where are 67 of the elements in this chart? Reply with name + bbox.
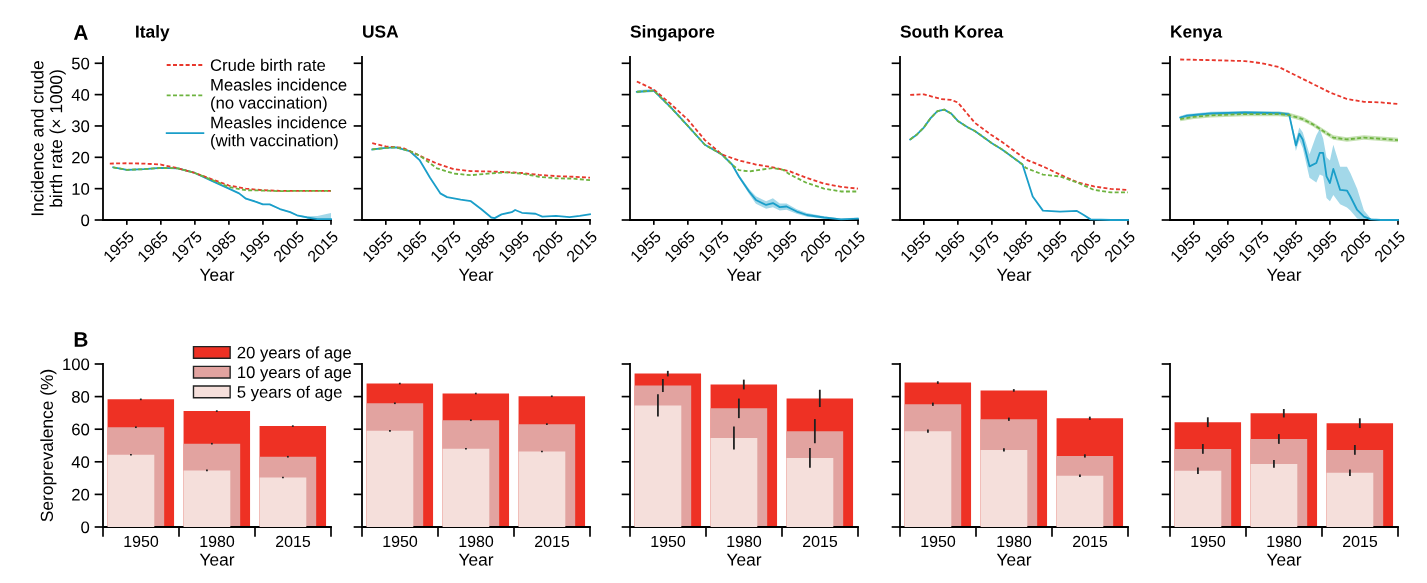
y-tick-label: 40 <box>71 89 90 101</box>
x-axis-title: Year <box>199 553 235 566</box>
x-tick-label: 2015 <box>276 535 311 548</box>
legend-label: 20 years of age <box>237 346 351 362</box>
chart-title: South Korea <box>900 24 1004 38</box>
x-axis-title: Year <box>458 553 494 566</box>
chart-title: Kenya <box>1171 25 1223 42</box>
bar <box>366 430 414 527</box>
chart-title: USA <box>363 25 399 38</box>
x-tick-label: 1980 <box>1267 535 1302 548</box>
x-axis-title: Year <box>199 268 235 281</box>
chart-title: Singapore <box>630 24 715 42</box>
x-axis-title: Year <box>726 268 762 281</box>
legend-label: Measles incidence (no vaccination) <box>211 78 347 112</box>
y-tick-label: 0 <box>81 521 90 534</box>
bar <box>1326 472 1374 527</box>
x-axis-title: Year <box>726 553 762 566</box>
y-tick-label: 80 <box>71 391 90 403</box>
chart-title: Italy <box>136 24 170 42</box>
y-tick-label: 10 <box>72 183 90 195</box>
bar <box>1174 470 1222 527</box>
bar <box>1250 463 1298 527</box>
x-axis-title: Year <box>1266 553 1302 566</box>
x-axis-title: Year <box>458 268 494 281</box>
bar <box>259 477 307 527</box>
bar <box>904 431 952 527</box>
x-tick-label: 2015 <box>1343 535 1378 548</box>
bar <box>442 448 490 527</box>
x-tick-label: 2015 <box>535 535 570 548</box>
y-tick-label: 20 <box>72 151 90 164</box>
x-tick-label: 1950 <box>651 535 686 548</box>
legend-label: 5 years of age <box>237 385 342 402</box>
y-tick-label: 60 <box>72 423 90 436</box>
bar <box>980 449 1028 527</box>
text: B <box>74 332 88 347</box>
y-tick-label: 50 <box>71 57 90 70</box>
legend-label: 10 years of age <box>238 365 351 382</box>
legend-label: Measles incidence (with vaccination) <box>211 116 347 150</box>
bar <box>518 451 566 527</box>
x-tick-label: 1980 <box>459 535 494 548</box>
x-tick-label: 1950 <box>1191 535 1226 548</box>
x-axis-title: Year <box>996 553 1032 566</box>
x-tick-label: 1980 <box>997 535 1032 548</box>
y-tick-label: 40 <box>71 456 90 468</box>
x-tick-label: 1980 <box>727 535 762 548</box>
y-tick-label: 0 <box>81 214 90 227</box>
bar <box>786 457 834 527</box>
x-tick-label: 1980 <box>200 535 235 548</box>
x-tick-label: 1950 <box>383 535 418 548</box>
y-axis-title: Incidence and crude birth rate (× 1000) <box>30 61 66 216</box>
y-tick-label: 20 <box>72 488 90 501</box>
bar <box>1056 475 1104 527</box>
bar <box>107 454 155 527</box>
x-tick-label: 2015 <box>803 535 838 548</box>
x-axis-title: Year <box>1266 268 1302 281</box>
y-tick-label: 100 <box>63 358 90 371</box>
bar <box>183 470 231 527</box>
bar <box>634 405 682 527</box>
bar <box>710 438 758 527</box>
y-tick-label: 30 <box>71 120 90 133</box>
x-tick-label: 1950 <box>124 535 159 548</box>
text: A <box>73 25 88 40</box>
legend-label: Crude birth rate <box>210 58 326 72</box>
y-axis-title: Seroprevalence (%) <box>40 369 57 522</box>
x-axis-title: Year <box>996 268 1032 281</box>
x-tick-label: 1950 <box>921 535 956 548</box>
x-tick-label: 2015 <box>1073 535 1108 548</box>
